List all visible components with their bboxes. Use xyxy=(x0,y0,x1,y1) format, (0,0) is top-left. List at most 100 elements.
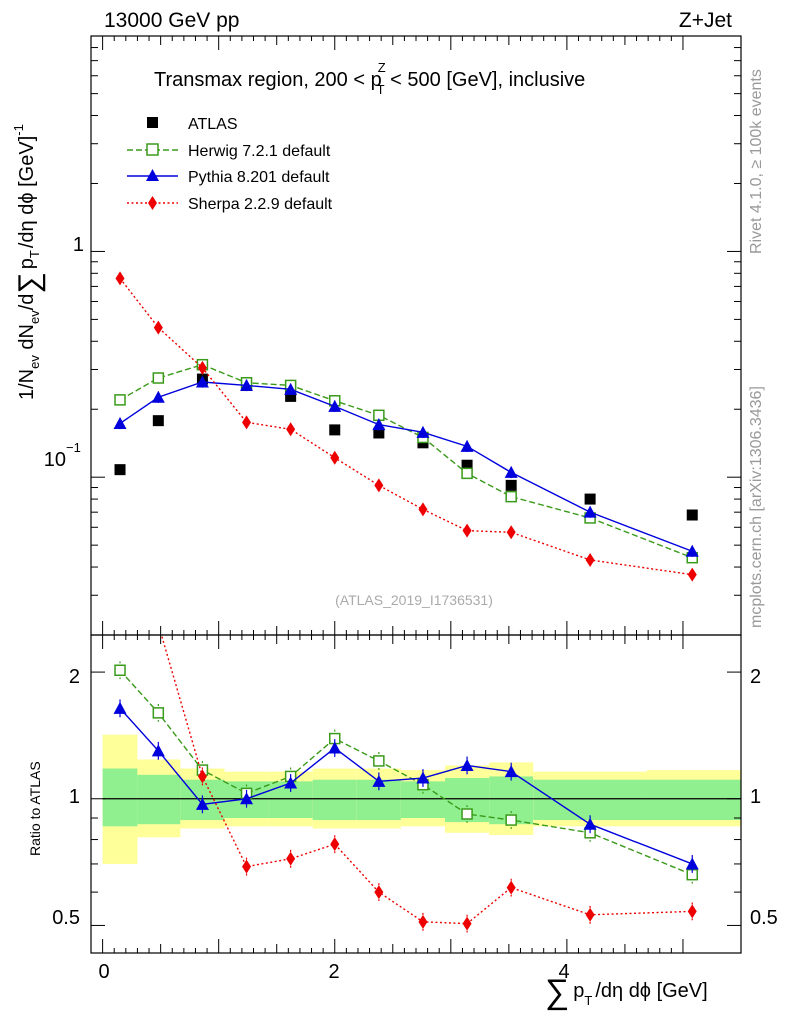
ratio-ylabel: Ratio to ATLAS xyxy=(27,761,43,856)
ratio-pythia-line xyxy=(119,707,693,865)
ratio-pythia-point xyxy=(113,701,127,714)
ratio-pythia-point xyxy=(583,817,597,830)
band-inner-0 xyxy=(102,768,138,827)
main-sherpa-point xyxy=(585,552,595,567)
main-sherpa-point xyxy=(197,360,207,375)
xtick-label-0: 0 xyxy=(98,961,109,983)
main-atlas-point xyxy=(373,427,385,439)
main-sherpa-point xyxy=(462,523,472,538)
ratio-sherpa-point xyxy=(418,914,428,929)
main-title: Transmax region, 200 < pZ T < 500 [GeV], … xyxy=(154,60,585,97)
legend-label-sherpa: Sherpa 2.2.9 default xyxy=(188,196,333,213)
main-pythia-point xyxy=(416,425,430,438)
main-ytick-label-1: 1 xyxy=(73,234,84,256)
ratio-sherpa-point xyxy=(286,851,296,866)
analysis-watermark: (ATLAS_2019_I1736531) xyxy=(335,592,493,608)
main-pythia-point xyxy=(583,505,597,518)
ratio-ytick-label-right-0.5: 0.5 xyxy=(750,907,778,929)
legend-marker-herwig xyxy=(146,143,159,156)
xtick-label-2: 2 xyxy=(328,961,339,983)
ratio-herwig-point xyxy=(114,664,126,677)
ratio-pythia-point xyxy=(151,744,165,757)
ratio-sherpa-point xyxy=(116,436,125,450)
ratio-pythia-point xyxy=(372,774,386,787)
main-atlas-point xyxy=(329,424,341,436)
ratio-data-layer xyxy=(102,436,741,933)
ratio-pythia-point xyxy=(328,741,342,754)
ratio-pythia-point xyxy=(685,857,699,870)
ratio-sherpa-point xyxy=(585,907,595,922)
band-inner-5 xyxy=(312,779,357,821)
ratio-sherpa-point xyxy=(462,916,472,931)
main-sherpa-point xyxy=(330,450,340,465)
band-inner-11 xyxy=(646,779,741,821)
main-ytick-label-0.1: 10 xyxy=(44,449,66,471)
ratio-herwig-point xyxy=(505,814,517,826)
ratio-sherpa-point xyxy=(506,880,516,895)
axis-ticks xyxy=(91,35,741,953)
legend: ATLAS Herwig 7.2.1 default Pythia 8.201 … xyxy=(127,116,333,213)
main-ylabel: 1/Nev dNev/d∑pT/dη dϕ [GeV]-1 xyxy=(11,124,46,400)
xtick-label-4: 4 xyxy=(558,961,569,983)
main-pythia-point xyxy=(113,416,127,429)
main-sherpa-point xyxy=(418,502,428,517)
main-herwig-point xyxy=(505,490,517,503)
legend-label-pythia: Pythia 8.201 default xyxy=(188,169,330,186)
ratio-sherpa-point xyxy=(374,885,384,900)
main-pythia-point xyxy=(328,399,342,412)
main-sherpa-point xyxy=(115,271,125,286)
band-inner-10 xyxy=(533,779,647,821)
ratio-sherpa-point xyxy=(330,837,340,852)
xlabel: ∑ pT/dη dϕ [GeV] xyxy=(545,973,708,1011)
ratio-ytick-label-2: 2 xyxy=(69,666,80,688)
main-herwig-point xyxy=(114,394,126,406)
ratio-pythia-point xyxy=(240,792,254,805)
ratio-herwig-point xyxy=(373,755,385,767)
main-pythia-point xyxy=(151,390,165,403)
main-pythia-point xyxy=(504,465,518,478)
ratio-ytick-label-1: 1 xyxy=(69,786,80,808)
ratio-sherpa-point xyxy=(197,769,207,784)
header-left: 13000 GeV pp xyxy=(104,9,239,32)
main-atlas-point xyxy=(505,479,517,491)
ratio-herwig-line xyxy=(119,669,693,876)
main-atlas-point xyxy=(114,464,126,476)
ratio-sherpa-line xyxy=(160,635,693,925)
main-ytick-label-exp: −1 xyxy=(66,440,81,455)
ratio-ytick-label-right-2: 2 xyxy=(750,666,761,688)
ratio-pythia-point xyxy=(195,797,209,810)
main-atlas-point xyxy=(152,415,164,427)
main-atlas-point xyxy=(461,459,473,471)
main-pythia-point xyxy=(284,382,298,395)
rivet-label: Rivet 4.1.0, ≥ 100k events xyxy=(748,69,765,254)
ratio-pythia-point xyxy=(504,765,518,778)
main-pythia-point xyxy=(372,418,386,431)
main-pythia-point xyxy=(195,375,209,388)
ratio-pythia-point xyxy=(416,771,430,784)
ratio-pythia-point xyxy=(284,776,298,789)
main-sherpa-point xyxy=(506,525,516,540)
main-sherpa-point xyxy=(242,415,252,430)
main-herwig-point xyxy=(152,372,165,384)
legend-label-atlas: ATLAS xyxy=(188,116,238,133)
main-herwig-line xyxy=(119,363,693,559)
legend-marker-atlas xyxy=(147,117,158,128)
main-herwig-point xyxy=(461,467,473,480)
main-data-layer xyxy=(113,271,699,582)
legend-marker-pythia xyxy=(146,169,159,181)
main-pythia-point xyxy=(460,439,474,452)
band-inner-1 xyxy=(137,774,181,825)
main-atlas-point xyxy=(686,509,698,521)
ratio-sherpa-point xyxy=(242,859,252,874)
legend-marker-sherpa xyxy=(148,196,157,210)
legend-label-herwig: Herwig 7.2.1 default xyxy=(188,143,331,160)
main-sherpa-point xyxy=(374,478,384,493)
mcplots-label: mcplots.cern.ch [arXiv:1306.3436] xyxy=(748,386,765,628)
main-pythia-point xyxy=(685,544,699,557)
main-sherpa-line xyxy=(119,277,693,576)
ratio-pythia-point xyxy=(460,758,474,771)
main-sherpa-point xyxy=(286,422,296,437)
ratio-herwig-point xyxy=(152,707,165,719)
